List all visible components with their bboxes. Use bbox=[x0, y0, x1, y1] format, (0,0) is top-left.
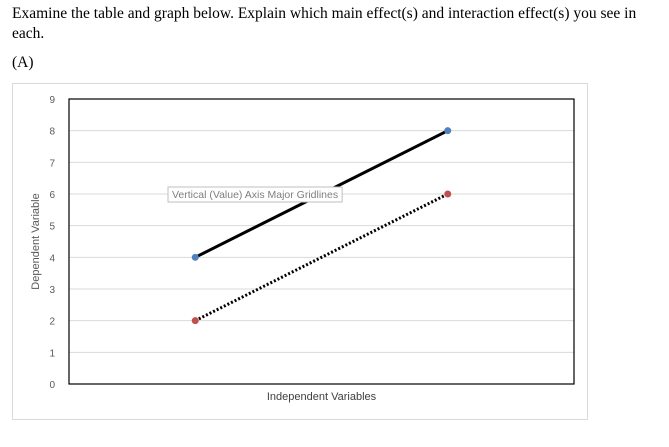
data-point bbox=[444, 190, 452, 198]
y-tick-labels: 0 1 2 3 4 5 6 7 8 9 bbox=[49, 95, 55, 391]
part-label: (A) bbox=[12, 54, 34, 71]
tooltip-box bbox=[167, 186, 343, 203]
y-tick-label: 5 bbox=[49, 222, 55, 233]
y-tick-label: 2 bbox=[49, 317, 55, 328]
y-tick-label: 3 bbox=[49, 285, 55, 296]
y-tick-label: 7 bbox=[49, 158, 55, 169]
data-point bbox=[191, 317, 199, 325]
tooltip-text: Vertical (Value) Axis Major Gridlines bbox=[172, 189, 338, 201]
chart-area: 0 1 2 3 4 5 6 7 8 9 Dependent Variable Independen… bbox=[12, 83, 588, 420]
data-point bbox=[444, 127, 452, 135]
gridlines bbox=[69, 130, 574, 353]
plot-area-border bbox=[68, 98, 575, 385]
line-chart: 0 1 2 3 4 5 6 7 8 9 Dependent Variable Independen… bbox=[30, 95, 575, 403]
y-tick-label: 8 bbox=[49, 127, 55, 138]
y-tick-label: 1 bbox=[49, 348, 55, 359]
y-axis-label: Dependent Variable bbox=[30, 193, 42, 289]
gridline-tooltip: Vertical (Value) Axis Major Gridlines bbox=[167, 186, 343, 203]
y-tick-label: 9 bbox=[49, 95, 55, 106]
series-line-2 bbox=[194, 192, 449, 323]
x-axis-label: Independent Variables bbox=[267, 391, 377, 403]
y-tick-label: 4 bbox=[49, 253, 55, 264]
y-tick-label: 6 bbox=[49, 190, 55, 201]
y-tick-label: 0 bbox=[49, 380, 55, 391]
data-point bbox=[191, 253, 199, 261]
question-text: Examine the table and graph below. Expla… bbox=[12, 5, 637, 42]
